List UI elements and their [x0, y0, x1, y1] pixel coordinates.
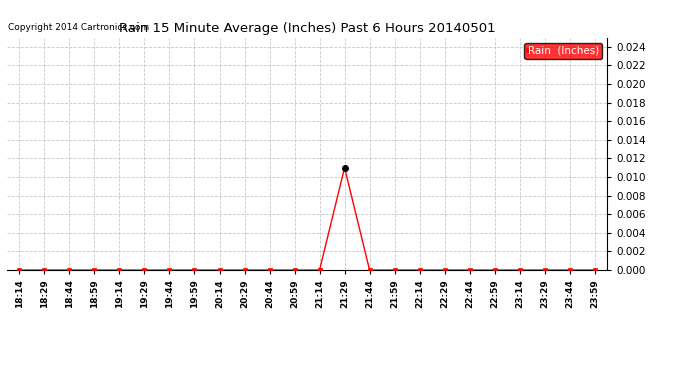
- Rain  (Inches): [440, 268, 449, 272]
- Rain  (Inches): [215, 268, 224, 272]
- Rain  (Inches): [391, 268, 399, 272]
- Rain  (Inches): [315, 268, 324, 272]
- Rain  (Inches): [340, 165, 348, 170]
- Rain  (Inches): [140, 268, 148, 272]
- Rain  (Inches): [566, 268, 574, 272]
- Rain  (Inches): [540, 268, 549, 272]
- Rain  (Inches): [415, 268, 424, 272]
- Rain  (Inches): [591, 268, 599, 272]
- Rain  (Inches): [515, 268, 524, 272]
- Rain  (Inches): [491, 268, 499, 272]
- Text: Copyright 2014 Cartronics.com: Copyright 2014 Cartronics.com: [8, 23, 150, 32]
- Rain  (Inches): [166, 268, 174, 272]
- Rain  (Inches): [40, 268, 48, 272]
- Rain  (Inches): [266, 268, 274, 272]
- Rain  (Inches): [366, 268, 374, 272]
- Title: Rain 15 Minute Average (Inches) Past 6 Hours 20140501: Rain 15 Minute Average (Inches) Past 6 H…: [119, 22, 495, 35]
- Rain  (Inches): [115, 268, 124, 272]
- Legend: Rain  (Inches): Rain (Inches): [524, 43, 602, 59]
- Rain  (Inches): [240, 268, 248, 272]
- Line: Rain  (Inches): Rain (Inches): [18, 166, 596, 272]
- Rain  (Inches): [290, 268, 299, 272]
- Rain  (Inches): [190, 268, 199, 272]
- Rain  (Inches): [466, 268, 474, 272]
- Rain  (Inches): [15, 268, 23, 272]
- Rain  (Inches): [66, 268, 74, 272]
- Rain  (Inches): [90, 268, 99, 272]
